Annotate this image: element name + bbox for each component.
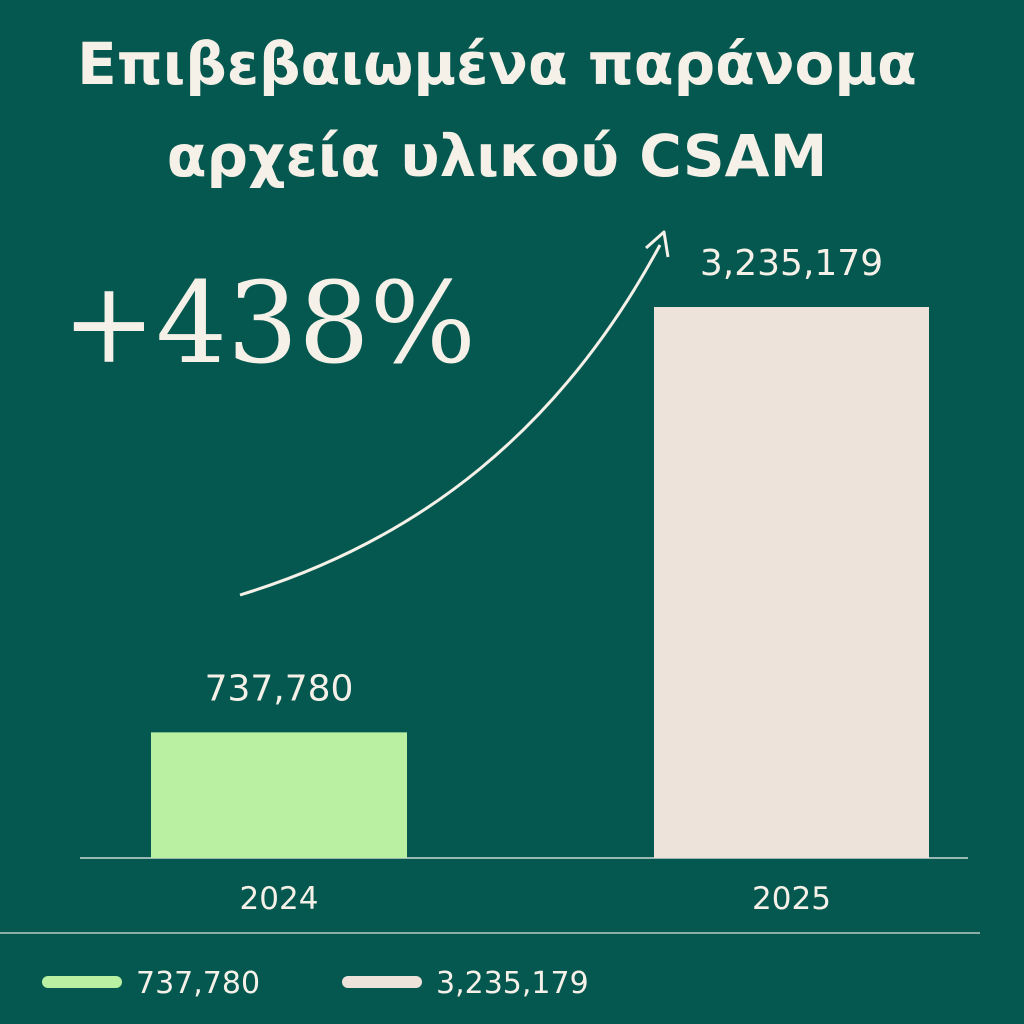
legend-label: 3,235,179 — [436, 966, 589, 1001]
chart-title: αρχεία υλικού CSAM — [167, 122, 828, 190]
chart-title: Επιβεβαιωμένα παράνομα — [77, 30, 917, 98]
arrow-head — [645, 230, 670, 258]
bar — [654, 307, 929, 858]
value-label: 737,780 — [205, 668, 354, 709]
legend-label: 737,780 — [136, 966, 260, 1001]
x-tick-label: 2024 — [240, 881, 319, 917]
value-label: 3,235,179 — [700, 243, 883, 284]
bar — [151, 732, 407, 858]
annotation: +438% — [62, 259, 476, 389]
x-tick-label: 2025 — [752, 881, 831, 917]
trend-arrow — [239, 244, 662, 597]
